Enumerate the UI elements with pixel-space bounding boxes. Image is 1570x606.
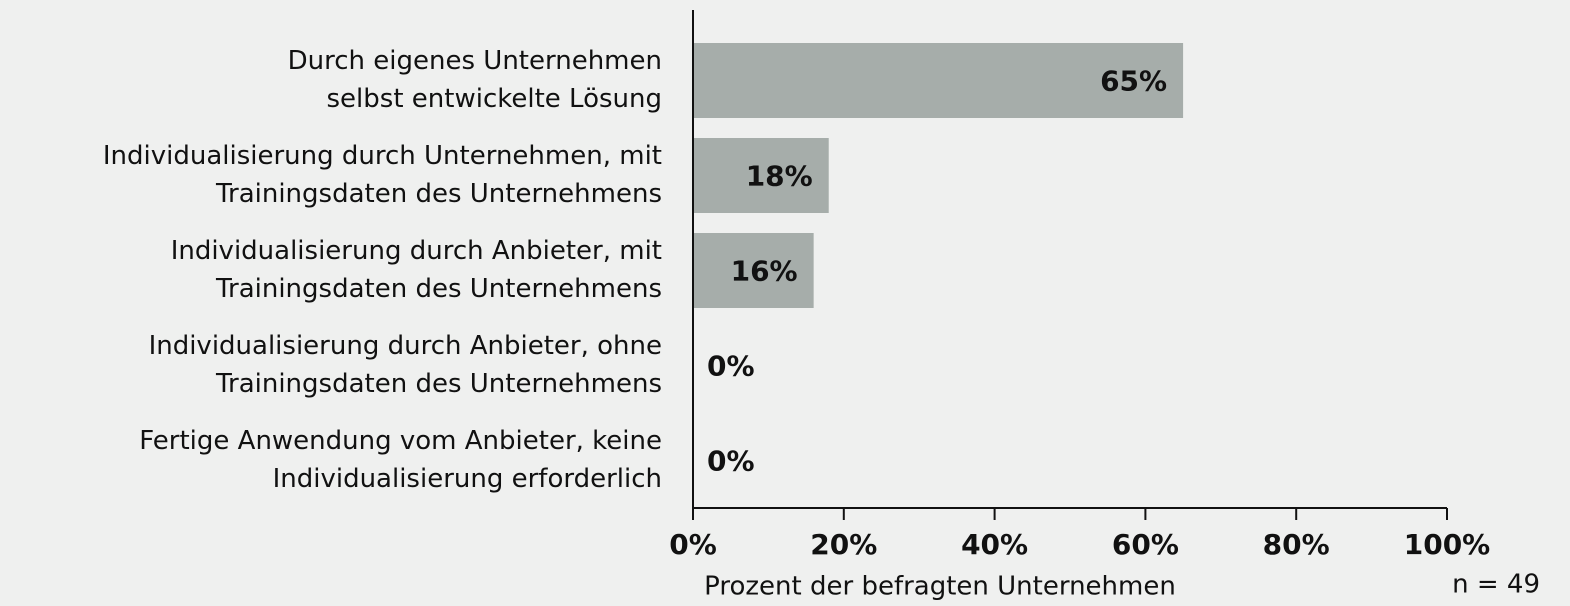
bar: [693, 233, 814, 308]
category-label: Individualisierung durch Anbieter, mit: [171, 236, 662, 266]
category-label: Trainingsdaten des Unternehmens: [215, 369, 662, 399]
value-label: 0%: [707, 350, 755, 383]
category-label: Durch eigenes Unternehmen: [288, 46, 662, 76]
category-label: Individualisierung erforderlich: [273, 464, 662, 494]
category-label: Individualisierung durch Anbieter, ohne: [149, 331, 662, 361]
x-tick-label: 20%: [810, 528, 877, 561]
category-label: Trainingsdaten des Unternehmens: [215, 179, 662, 209]
value-label: 65%: [1100, 65, 1167, 98]
x-tick-label: 40%: [961, 528, 1028, 561]
category-label: Trainingsdaten des Unternehmens: [215, 274, 662, 304]
x-tick-label: 60%: [1112, 528, 1179, 561]
category-label: Individualisierung durch Unternehmen, mi…: [103, 141, 662, 171]
x-tick-label: 100%: [1404, 528, 1491, 561]
category-label: selbst entwickelte Lösung: [327, 84, 662, 114]
category-label: Fertige Anwendung vom Anbieter, keine: [139, 426, 662, 456]
annotation: n = 49: [1452, 570, 1540, 600]
value-label: 18%: [746, 160, 813, 193]
bar: [693, 43, 1184, 118]
x-tick-label: 80%: [1263, 528, 1330, 561]
bar: [693, 138, 829, 213]
x-axis-label: Prozent der befragten Unternehmen: [704, 572, 1176, 602]
x-tick-label: 0%: [669, 528, 717, 561]
value-label: 16%: [731, 255, 798, 288]
value-label: 0%: [707, 445, 755, 478]
